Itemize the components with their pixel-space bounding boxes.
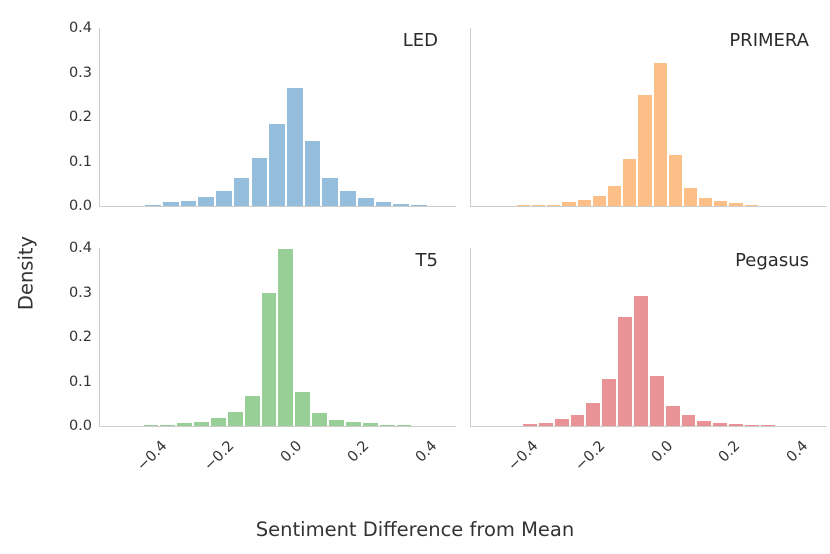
histogram-bar: [728, 424, 744, 426]
x-tick-label: 0.0: [277, 438, 306, 466]
panel-title-primera: PRIMERA: [729, 30, 809, 51]
histogram-bar: [637, 94, 653, 206]
histogram-bar: [664, 405, 681, 426]
y-axis-label: Density: [14, 235, 38, 311]
y-tick-label: 0.1: [68, 373, 92, 390]
histogram-bar: [648, 376, 665, 426]
histogram-bar: [277, 248, 295, 426]
histogram-bar: [294, 392, 312, 426]
histogram-bar: [260, 293, 278, 426]
histogram-bar: [632, 295, 649, 426]
histogram-bar: [698, 197, 714, 206]
histogram-bar: [344, 422, 362, 426]
histogram-bar: [179, 200, 198, 206]
histogram-bar: [585, 402, 602, 426]
histogram-bar: [553, 419, 570, 426]
histogram-bar: [226, 412, 244, 426]
x-tick-label: −0.2: [572, 438, 609, 475]
histogram-bars-primera: [471, 28, 827, 206]
panel-pegasus: Pegasus −0.4 −0.2 0.0 0.2 0.4: [470, 248, 827, 474]
histogram-bar: [232, 178, 251, 206]
y-tick-label: 0.3: [68, 64, 92, 81]
histogram-bar: [142, 425, 160, 426]
histogram-bar: [392, 203, 410, 206]
histogram-bar: [268, 123, 286, 206]
y-tick-label: 0.2: [68, 109, 92, 125]
y-tick-label: 0.4: [68, 240, 92, 256]
histogram-bar: [569, 415, 586, 426]
x-tick-label: 0.2: [345, 438, 373, 466]
histogram-bar: [531, 205, 547, 206]
histogram-bar: [159, 424, 177, 426]
y-tick-label: 0.3: [68, 284, 92, 301]
histogram-bar: [303, 141, 322, 206]
histogram-bar: [682, 188, 699, 206]
histogram-bar: [591, 196, 607, 206]
histogram-bar: [576, 200, 592, 206]
y-tick-label: 0.0: [68, 198, 92, 214]
histogram-bar: [713, 200, 729, 206]
histogram-bar: [243, 396, 261, 426]
x-tick-label: 0.4: [412, 438, 441, 466]
histogram-bar: [144, 204, 162, 206]
histogram-bar: [680, 415, 697, 426]
histogram-bar: [210, 417, 227, 426]
histogram-bar: [328, 420, 345, 426]
histogram-bar: [515, 205, 532, 206]
histogram-bar: [521, 424, 538, 426]
x-tick-label: 0.4: [783, 438, 812, 466]
histogram-bar: [197, 196, 216, 206]
x-tick-label: −0.4: [134, 438, 171, 475]
panel-primera: PRIMERA: [470, 28, 827, 207]
x-tick-label: −0.2: [201, 438, 238, 475]
x-axis-label: Sentiment Difference from Mean: [255, 518, 575, 541]
histogram-bar: [311, 412, 329, 426]
panel-title-led: LED: [402, 30, 438, 51]
histogram-bars-t5: [100, 248, 456, 426]
histogram-bar: [712, 423, 729, 426]
histogram-bar: [696, 421, 713, 426]
panel-led: LED 0.0 0.1 0.2 0.3 0.4: [69, 20, 456, 214]
x-tick-label: 0.2: [716, 438, 744, 466]
histogram-bar: [409, 205, 428, 206]
y-tick-label: 0.1: [68, 153, 92, 170]
histogram-bar: [215, 190, 233, 206]
histogram-bar: [361, 423, 379, 426]
histogram-bar: [161, 202, 180, 206]
histogram-bar: [339, 190, 357, 206]
histogram-bar: [356, 198, 375, 206]
histogram-bar: [667, 154, 683, 206]
histogram-bar: [743, 425, 760, 426]
histogram-bars-pegasus: [471, 248, 827, 426]
histogram-bar: [378, 424, 396, 426]
histogram-bar: [601, 379, 618, 426]
y-tick-label: 0.0: [68, 418, 92, 434]
histogram-bar: [395, 425, 413, 426]
histogram-bar: [321, 177, 340, 206]
histogram-bar: [561, 202, 577, 206]
histogram-bar: [537, 422, 554, 426]
panel-t5: T5 0.0 0.1 0.2 0.3 0.4 −0.4 −0.2 0.0 0.2 0.4: [69, 240, 456, 474]
histogram-bar: [285, 88, 304, 206]
histogram-bar: [546, 204, 562, 206]
histogram-bar: [759, 425, 776, 426]
histogram-bar: [743, 204, 759, 206]
histogram-bar: [193, 422, 210, 426]
histogram-bar: [728, 203, 744, 206]
histogram-bar: [250, 157, 269, 206]
histogram-bar: [617, 316, 633, 426]
x-tick-label: −0.4: [505, 438, 542, 475]
histogram-bars-led: [100, 28, 456, 206]
panel-title-pegasus: Pegasus: [735, 250, 809, 271]
histogram-bar: [652, 62, 668, 206]
x-tick-label: 0.0: [648, 438, 677, 466]
histogram-bar: [176, 423, 194, 426]
histogram-bar: [622, 159, 638, 206]
panel-title-t5: T5: [415, 250, 438, 271]
y-tick-label: 0.4: [68, 20, 92, 36]
histogram-bar: [374, 202, 393, 206]
y-tick-label: 0.2: [68, 329, 92, 345]
histogram-bar: [606, 185, 623, 206]
